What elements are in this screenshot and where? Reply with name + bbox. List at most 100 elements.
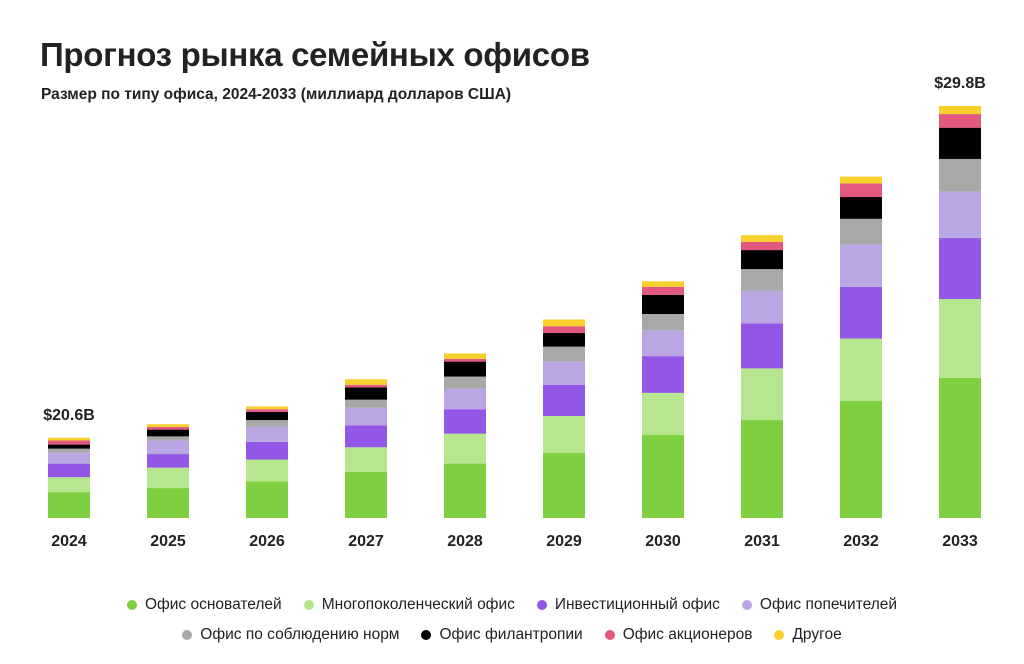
chart-subtitle: Размер по типу офиса, 2024-2033 (миллиар… — [41, 86, 512, 103]
legend-color-dot — [536, 600, 547, 610]
bar-segment-2033-1 — [939, 377, 981, 518]
x-tick-label: 2033 — [942, 533, 978, 550]
legend-row-2: Офис по соблюдению норм Офис филантропии О… — [0, 626, 1024, 644]
bar-segment-2024-7 — [48, 440, 90, 445]
total-annotation-2024: $20.6B — [43, 407, 95, 424]
bar-segment-2027-3 — [345, 425, 387, 448]
bar-segment-2025-6 — [147, 429, 189, 437]
bar-segment-2033-4 — [939, 191, 981, 238]
bar-segment-2031-4 — [741, 290, 783, 324]
bar-segment-2031-5 — [741, 269, 783, 291]
bar-segment-2032-1 — [840, 401, 882, 518]
bar-segment-2029-3 — [543, 384, 585, 416]
x-tick-label: 2024 — [51, 533, 87, 550]
bar-segment-2028-8 — [444, 353, 486, 359]
bar-segment-2024-6 — [48, 444, 90, 449]
legend-item-3: Инвестиционный офис — [536, 596, 720, 614]
bar-segment-2030-2 — [642, 392, 684, 436]
bar-segment-2032-5 — [840, 218, 882, 245]
bar-segment-2029-8 — [543, 319, 585, 327]
bar-segment-2025-2 — [147, 467, 189, 489]
bar-segment-2025-5 — [147, 436, 189, 441]
legend-color-dot — [303, 600, 314, 610]
legend-item-2: Многопоколенческий офис — [303, 596, 515, 614]
legend-label: Офис попечителей — [759, 596, 898, 613]
bar-segment-2024-5 — [48, 448, 90, 453]
bar-segment-2027-6 — [345, 387, 387, 400]
bar-segment-2031-2 — [741, 368, 783, 421]
legend-item-6: Офис филантропии — [421, 626, 583, 644]
legend-color-dot — [182, 630, 193, 640]
x-tick-label: 2028 — [447, 533, 483, 550]
bar-segment-2030-3 — [642, 356, 684, 393]
legend-item-8: Другое — [774, 626, 842, 644]
bar-segment-2024-4 — [48, 452, 90, 464]
bar-segment-2032-8 — [840, 176, 882, 184]
bar-segment-2028-5 — [444, 376, 486, 389]
bar-segment-2026-5 — [246, 420, 288, 427]
bar-segment-2027-4 — [345, 407, 387, 426]
legend-label: Другое — [792, 626, 842, 643]
bar-segment-2024-8 — [48, 437, 90, 441]
bar-segment-2025-3 — [147, 454, 189, 468]
bar-segment-2025-1 — [147, 488, 189, 518]
bar-segment-2031-7 — [741, 241, 783, 251]
legend-item-4: Офис попечителей — [741, 596, 898, 614]
legend-label: Офис филантропии — [439, 626, 583, 643]
bar-segment-2031-8 — [741, 235, 783, 242]
bar-segment-2027-7 — [345, 384, 387, 388]
bar-segment-2028-1 — [444, 463, 486, 518]
bar-segment-2029-1 — [543, 452, 585, 518]
bar-segment-2028-3 — [444, 409, 486, 434]
bar-segment-2029-6 — [543, 333, 585, 347]
bar-segment-2024-2 — [48, 477, 90, 493]
bar-segment-2026-4 — [246, 426, 288, 442]
bar-segment-2030-8 — [642, 281, 684, 287]
x-tick-label: 2025 — [150, 533, 186, 550]
bar-segment-2026-3 — [246, 441, 288, 460]
legend-item-5: Офис по соблюдению норм — [182, 626, 399, 644]
bar-segment-2024-1 — [48, 492, 90, 518]
bar-segment-2027-1 — [345, 471, 387, 518]
x-tick-label: 2027 — [348, 533, 384, 550]
bar-segment-2026-2 — [246, 459, 288, 482]
legend-label: Многопоколенческий офис — [321, 596, 515, 613]
bar-segment-2032-2 — [840, 338, 882, 402]
total-annotation-2033: $29.8B — [934, 75, 986, 92]
legend-color-dot — [741, 600, 752, 610]
x-tick-label: 2030 — [645, 533, 681, 550]
bar-segment-2029-7 — [543, 326, 585, 334]
chart-title: Прогноз рынка семейных офисов — [40, 36, 590, 73]
bar-segment-2032-3 — [840, 286, 882, 339]
bar-segment-2030-6 — [642, 294, 684, 314]
bar-segment-2028-2 — [444, 433, 486, 464]
bar-segment-2025-7 — [147, 426, 189, 430]
bar-segment-2028-6 — [444, 361, 486, 377]
x-tick-label: 2032 — [843, 533, 879, 550]
bar-segment-2029-5 — [543, 346, 585, 362]
bar-segment-2026-1 — [246, 481, 288, 518]
bar-segment-2030-5 — [642, 314, 684, 331]
bar-segment-2032-4 — [840, 244, 882, 287]
legend-item-7: Офис акционеров — [604, 626, 753, 644]
x-tick-label: 2026 — [249, 533, 285, 550]
bar-segment-2025-4 — [147, 440, 189, 455]
x-tick-label: 2031 — [744, 533, 780, 550]
legend-label: Офис акционеров — [622, 626, 753, 643]
legend-color-dot — [604, 630, 615, 640]
bar-segment-2027-5 — [345, 399, 387, 408]
bar-segment-2033-6 — [939, 127, 981, 159]
legend-color-dot — [126, 600, 137, 610]
bar-segment-2031-6 — [741, 250, 783, 270]
legend-label: Инвестиционный офис — [554, 596, 720, 613]
bar-segment-2033-2 — [939, 299, 981, 378]
x-tick-label: 2029 — [546, 533, 582, 550]
bar-segment-2026-6 — [246, 411, 288, 421]
legend-label: Офис по соблюдению норм — [200, 626, 400, 643]
bar-segment-2024-3 — [48, 463, 90, 478]
legend-color-dot — [774, 630, 785, 640]
bar-segment-2029-4 — [543, 361, 585, 385]
bar-segment-2033-8 — [939, 105, 981, 115]
legend-label: Офис основателей — [144, 596, 282, 613]
bar-segment-2027-2 — [345, 447, 387, 472]
